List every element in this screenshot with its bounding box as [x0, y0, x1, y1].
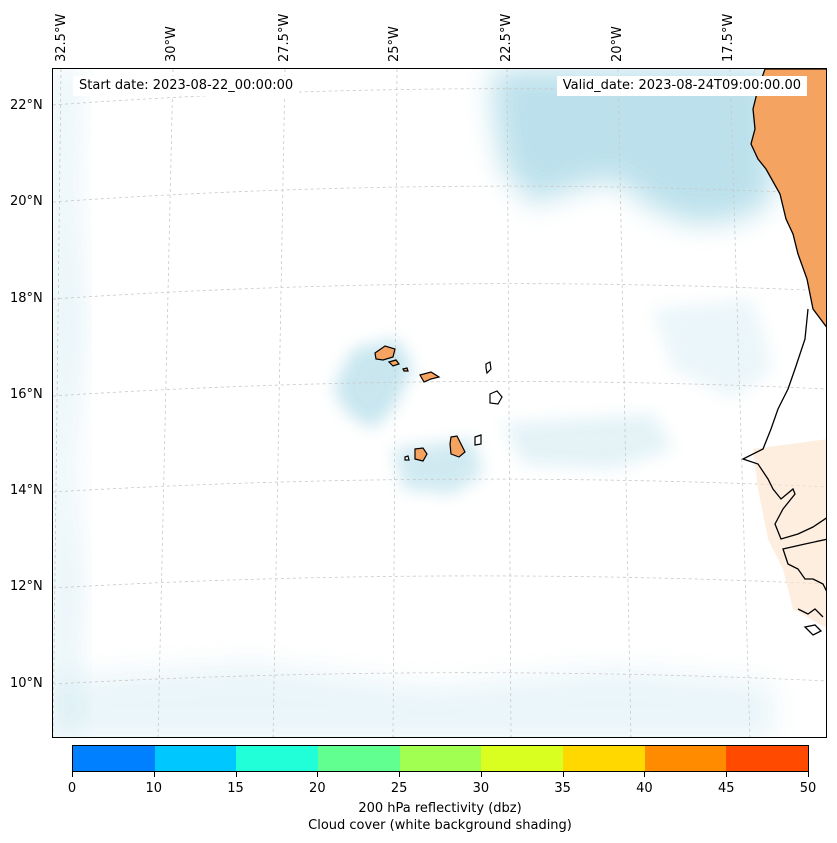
- africa-land-south: [753, 439, 826, 628]
- africa-coast: [741, 69, 826, 636]
- gridline-lat-22n: [53, 88, 826, 106]
- valid-date-label: Valid_date: 2023-08-24T09:00:00.00: [556, 76, 807, 96]
- gridline-lon-30w: [157, 69, 174, 737]
- graticule: [53, 69, 826, 737]
- colorbar-tickmark-45: [726, 772, 728, 777]
- colorbar-tick-45: 45: [717, 781, 735, 796]
- lat-label-18n: 18°N: [10, 291, 43, 306]
- colorbar-tickmark-50: [808, 772, 809, 777]
- lat-label-22n: 22°N: [10, 98, 43, 113]
- cloud-cover-shading: [53, 69, 773, 737]
- colorbar: [72, 745, 809, 772]
- island-maio: [474, 434, 482, 446]
- map-canvas: [53, 69, 826, 737]
- colorbar-tickmark-20: [317, 772, 319, 777]
- cloud-band-south: [53, 664, 773, 737]
- colorbar-tick-35: 35: [554, 781, 571, 796]
- start-date-label: Start date: 2023-08-22_00:00:00: [73, 76, 300, 96]
- lat-label-20n: 20°N: [10, 194, 43, 209]
- colorbar-tickmark-25: [399, 772, 401, 777]
- island-santo-antao: [374, 345, 396, 361]
- colorbar-tick-0: 0: [67, 781, 77, 796]
- colorbar-tick-40: 40: [636, 781, 653, 796]
- gridline-lat-20n: [53, 185, 826, 203]
- island-santiago: [449, 435, 466, 458]
- cloud-plume-south-islands: [393, 439, 483, 494]
- colorbar-tick-20: 20: [309, 781, 326, 796]
- cloud-plume-north-islands: [333, 339, 413, 429]
- cape-verde-islands: [374, 345, 503, 462]
- island-boa-vista: [489, 390, 503, 405]
- gridline-lon-27-5w: [272, 69, 286, 737]
- island-fogo: [414, 447, 428, 462]
- africa-land-north: [750, 69, 826, 328]
- cloud-band-west: [53, 69, 83, 737]
- bissau-islands: [797, 608, 824, 636]
- lat-label-16n: 16°N: [10, 387, 43, 402]
- colorbar-segment-8: [726, 746, 809, 771]
- gridline-lat-10n: [53, 672, 826, 685]
- africa-coastline-south: [741, 308, 826, 540]
- colorbar-tick-10: 10: [145, 781, 163, 796]
- lat-label-14n: 14°N: [10, 483, 43, 498]
- gridline-lon-17-5w: [729, 69, 751, 737]
- gridline-lat-16n: [53, 381, 826, 397]
- gridline-lon-32-5w: [53, 69, 62, 737]
- gridline-lon-20w: [617, 69, 632, 737]
- cloud-mass-northeast: [493, 69, 773, 224]
- lon-label-32-5w: 32.5°W: [54, 13, 69, 62]
- colorbar-tickmark-15: [235, 772, 237, 777]
- island-santa-luzia: [402, 367, 409, 372]
- colorbar-tick-25: 25: [390, 781, 408, 796]
- cloud-patch-coast: [653, 299, 773, 399]
- lat-label-10n: 10°N: [10, 676, 43, 691]
- colorbar-segment-3: [318, 746, 400, 771]
- colorbar-tick-15: 15: [227, 781, 244, 796]
- colorbar-tick-50: 50: [799, 781, 817, 796]
- island-sal: [485, 361, 492, 375]
- lon-label-22-5w: 22.5°W: [499, 13, 514, 62]
- lon-label-17-5w: 17.5°W: [721, 13, 736, 62]
- gridline-lat-18n: [53, 283, 826, 300]
- gridline-lon-25w: [392, 69, 398, 737]
- lon-label-20w: 20°W: [610, 26, 625, 62]
- colorbar-tick-30: 30: [472, 781, 490, 796]
- colorbar-segment-7: [644, 746, 727, 771]
- gridline-lon-22-5w: [506, 69, 512, 737]
- colorbar-segment-1: [154, 746, 237, 771]
- colorbar-tickmark-0: [72, 772, 73, 777]
- island-brava: [404, 455, 410, 461]
- colorbar-tickmark-35: [562, 772, 564, 777]
- gridline-lat-12n: [53, 575, 826, 589]
- cloud-patch-mid: [503, 414, 673, 469]
- colorbar-segment-4: [399, 746, 482, 771]
- island-sao-vicente: [387, 359, 400, 367]
- colorbar-segment-6: [563, 746, 645, 771]
- colorbar-segment-0: [73, 746, 155, 771]
- colorbar-segment-2: [236, 746, 319, 771]
- colorbar-tickmark-40: [644, 772, 646, 777]
- africa-coastline-guinea: [782, 538, 826, 592]
- colorbar-segment-5: [481, 746, 564, 771]
- lon-label-27-5w: 27.5°W: [277, 13, 292, 62]
- lat-label-12n: 12°N: [10, 579, 43, 594]
- colorbar-label-cloud-cover: Cloud cover (white background shading): [308, 818, 572, 833]
- island-sao-nicolau: [419, 371, 441, 383]
- colorbar-label-reflectivity: 200 hPa reflectivity (dbz): [358, 801, 522, 816]
- colorbar-tickmark-30: [480, 772, 482, 777]
- colorbar-tickmark-10: [153, 772, 155, 777]
- lon-label-25w: 25°W: [387, 26, 402, 62]
- map-panel[interactable]: [52, 68, 827, 738]
- lon-label-30w: 30°W: [164, 26, 179, 62]
- gridline-lat-14n: [53, 478, 826, 493]
